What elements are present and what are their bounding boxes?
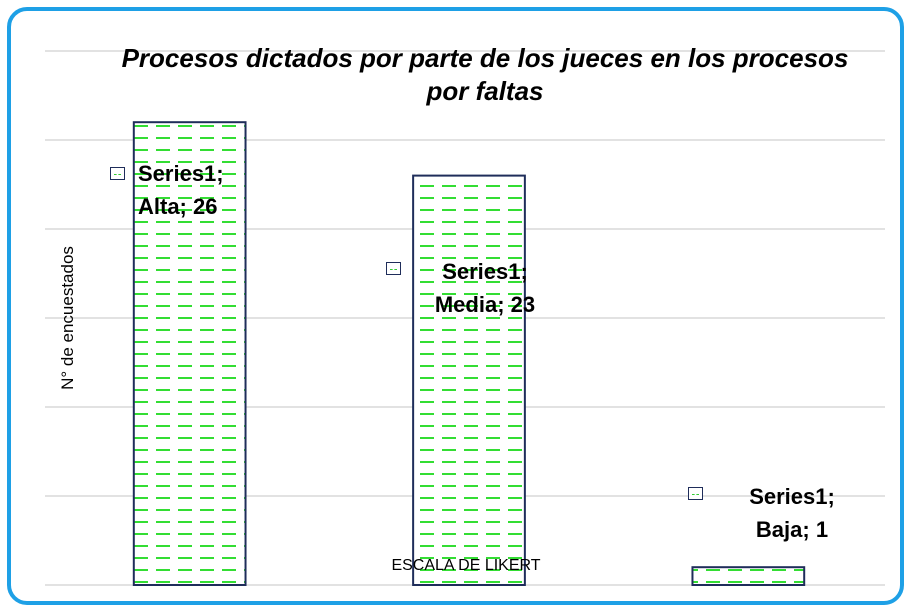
label-key bbox=[386, 262, 401, 275]
bars bbox=[132, 121, 806, 587]
label-key bbox=[688, 487, 703, 500]
data-label: Series1; Alta; 26 bbox=[138, 161, 224, 219]
label-key bbox=[110, 167, 125, 180]
bar bbox=[132, 121, 247, 586]
bar bbox=[691, 566, 806, 587]
y-axis-label: N° de encuestados bbox=[58, 246, 77, 390]
x-axis-label: ESCALA DE LIKERT bbox=[391, 557, 541, 574]
data-label: Series1; Media; 23 bbox=[434, 259, 536, 317]
bar bbox=[412, 174, 526, 586]
chart-title: Procesos dictados por parte de los juece… bbox=[121, 43, 849, 106]
data-label: Series1; Baja; 1 bbox=[749, 484, 835, 542]
